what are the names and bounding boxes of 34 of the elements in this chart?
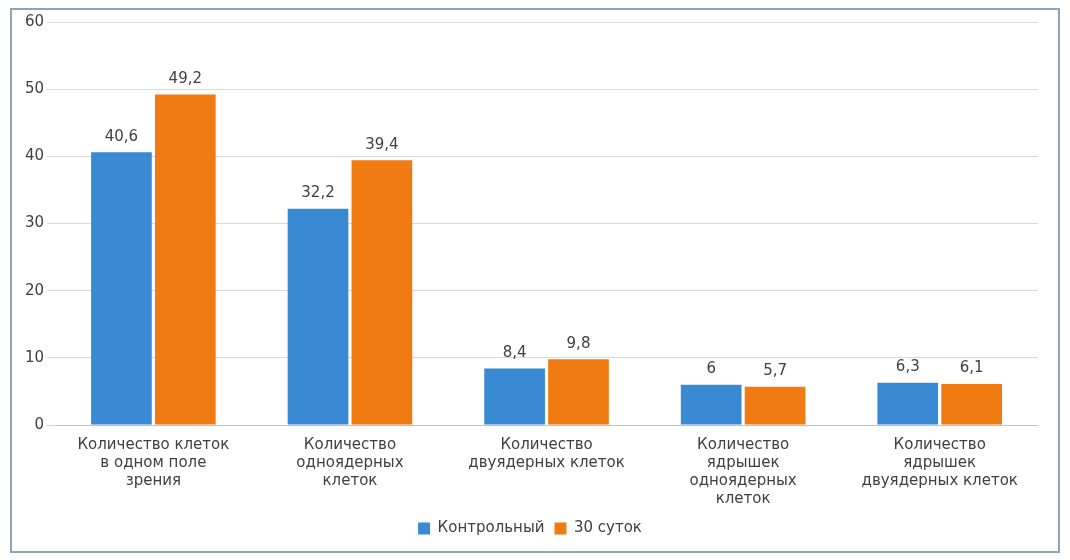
legend-label: 30 суток: [573, 518, 642, 537]
data-label: 49,2: [168, 68, 203, 87]
data-label: 8,4: [502, 342, 527, 361]
data-label: 5,7: [763, 361, 787, 380]
legend-label: Контрольный: [437, 518, 545, 537]
y-tick-label: 20: [24, 280, 45, 299]
bar: [744, 386, 806, 425]
data-label: 6,1: [959, 358, 984, 377]
bar: [91, 152, 152, 425]
y-tick-label: 0: [34, 414, 45, 433]
bar: [548, 359, 609, 425]
bar: [287, 208, 349, 425]
bar: [484, 368, 545, 425]
data-label: 9,8: [566, 333, 591, 352]
data-label: 6: [706, 359, 716, 378]
bar: [877, 382, 939, 425]
data-label: 39,4: [365, 134, 399, 153]
x-tick-label: Количество клеток в одном поле зрения: [77, 434, 230, 489]
x-tick-label: Количество ядрышек одноядерных клеток: [689, 434, 797, 507]
y-tick-label: 10: [24, 347, 45, 366]
bar: [154, 94, 216, 425]
x-tick-label: Количество ядрышек двуядерных клеток: [861, 434, 1018, 489]
y-tick-label: 30: [24, 213, 45, 232]
bar: [941, 384, 1002, 425]
data-label: 40,6: [104, 126, 139, 145]
y-tick-label: 40: [24, 146, 45, 165]
data-label: 32,2: [301, 183, 335, 202]
y-tick-label: 60: [24, 11, 45, 30]
y-tick-label: 50: [24, 79, 45, 98]
bar: [680, 384, 742, 425]
x-tick-label: Количество одноядерных клеток: [296, 434, 404, 489]
x-tick-label: Количество двуядерных клеток: [468, 434, 625, 471]
data-label: 6,3: [895, 357, 920, 376]
bar: [351, 160, 413, 425]
